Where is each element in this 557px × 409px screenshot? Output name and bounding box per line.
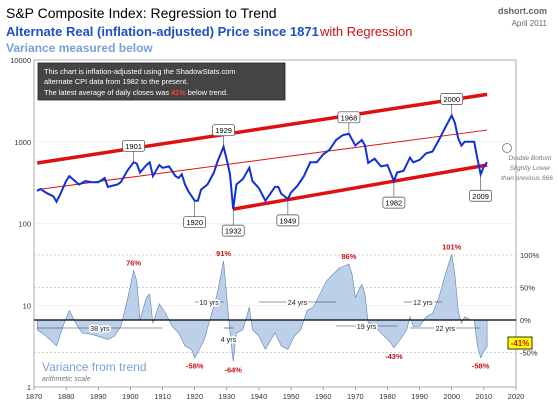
note-line-3-post: below trend. [186, 88, 228, 97]
x-tick-label: 1920 [186, 392, 203, 401]
variance-annotation: -64% [224, 366, 242, 375]
x-tick-label: 1910 [154, 392, 171, 401]
note-line-3: The latest average of daily closes was 4… [44, 88, 228, 97]
chart-subtitle-variance: Variance measured below [6, 41, 153, 55]
latest-badge [507, 336, 533, 350]
span-label: 22 yrs [436, 324, 456, 333]
y-axis-right: 100% 50% 0% -50% [520, 251, 540, 358]
x-tick-label: 1900 [122, 392, 139, 401]
variance-annotation: 86% [341, 252, 356, 261]
y-right-tick-label: 100% [520, 251, 540, 260]
x-tick-label: 1970 [347, 392, 364, 401]
callout-box [382, 196, 406, 209]
callout-label: 1901 [125, 142, 142, 151]
variance-annotations: 76% 91% 86% 101% -58% -64% -43% -58% [126, 242, 490, 374]
variance-annotation: -43% [385, 352, 403, 361]
note-line-3-pre: The latest average of daily closes was [44, 88, 171, 97]
x-axis: 1870 1880 1890 1900 1910 1920 1930 1940 1950 1960… [26, 387, 525, 401]
y-tick-label: 10 [23, 301, 31, 310]
callout-box [337, 111, 361, 124]
callout-label: 1932 [225, 227, 242, 236]
span-label: 24 yrs [288, 298, 308, 307]
callout-box [212, 124, 235, 137]
note-line-3-pct: 41% [171, 88, 186, 97]
latest-value: -41% [511, 339, 530, 348]
regression-line [37, 129, 488, 191]
chart-title: S&P Composite Index: Regression to Trend [6, 5, 277, 21]
variance-annotation: -58% [472, 362, 490, 371]
x-tick-label: 2000 [443, 392, 460, 401]
y-right-tick-label: -50% [520, 349, 538, 358]
x-tick-label: 1960 [315, 392, 332, 401]
upper-channel-line [36, 92, 488, 165]
x-tick-label: 1880 [58, 392, 75, 401]
variance-annotation: 91% [216, 249, 231, 258]
y-axis-left: 1 10 100 1000 10000 [10, 56, 31, 392]
callout-box [440, 93, 464, 105]
brand-label: dshort.com [498, 6, 547, 16]
x-tick-label: 2010 [476, 392, 493, 401]
lower-channel-line [232, 163, 488, 211]
y-tick-label: 1000 [14, 138, 31, 147]
callout-box [221, 224, 245, 237]
callout-label: 1920 [186, 218, 203, 227]
x-tick-label: 1940 [251, 392, 268, 401]
variance-area [36, 254, 488, 362]
y-right-tick-label: 50% [520, 284, 535, 293]
span-label: 38 yrs [90, 324, 110, 333]
callout-box [122, 139, 145, 152]
note-box [37, 62, 286, 101]
y-right-tick-label: 0% [520, 316, 531, 325]
callout-box [276, 214, 300, 227]
variance-annotation: 101% [442, 242, 462, 251]
chart-subtitle-red: with Regression [319, 24, 413, 39]
variance-spans: 38 yrs 10 yrs 4 yrs 24 yrs 19 yrs 12 yrs 22 yr… [37, 297, 481, 346]
callout-label: 2009 [472, 192, 489, 201]
x-tick-label: 1890 [90, 392, 107, 401]
span-label: 12 yrs [413, 298, 433, 307]
x-tick-label: 2020 [508, 392, 525, 401]
variance-title: Variance from trend [42, 360, 147, 374]
x-tick-label: 1930 [218, 392, 235, 401]
date-label: April 2011 [512, 19, 548, 28]
x-tick-label: 1980 [379, 392, 396, 401]
x-tick-label: 1870 [26, 392, 43, 401]
span-label: 19 yrs [357, 322, 377, 331]
x-tick-label: 1990 [411, 392, 428, 401]
chart-subtitle-blue: Alternate Real (inflation-adjusted) Pric… [6, 24, 319, 39]
callout-label: 2000 [443, 95, 460, 104]
side-note-3: than previous 666 [501, 175, 553, 182]
double-bottom-marker [502, 143, 512, 153]
y-tick-label: 10000 [10, 56, 31, 65]
variance-subtitle: arithmetic scale [42, 376, 91, 383]
price-annotations: 1901 1929 1920 1932 1949 1968 1982 2000 2009 [122, 93, 493, 237]
callout-box [183, 216, 207, 229]
note-line-1: This chart is inflation-adjusted using t… [44, 67, 235, 76]
span-label: 4 yrs [221, 335, 237, 344]
variance-annotation: 76% [126, 259, 141, 268]
y-tick-label: 1 [27, 383, 31, 392]
callout-label: 1949 [280, 216, 297, 225]
callout-box [469, 189, 493, 202]
callout-label: 1982 [386, 199, 403, 208]
callout-label: 1968 [341, 113, 358, 122]
price-line [36, 113, 488, 210]
x-tick-label: 1950 [283, 392, 300, 401]
callout-label: 1929 [215, 126, 232, 135]
variance-annotation: -58% [186, 362, 204, 371]
side-note-2: Slightly Lower [510, 165, 551, 172]
side-note-1: Double Bottom [509, 155, 553, 162]
note-line-2: alternate CPI data from 1982 to the pres… [44, 77, 188, 86]
y-tick-label: 100 [18, 220, 31, 229]
span-label: 10 yrs [199, 298, 219, 307]
